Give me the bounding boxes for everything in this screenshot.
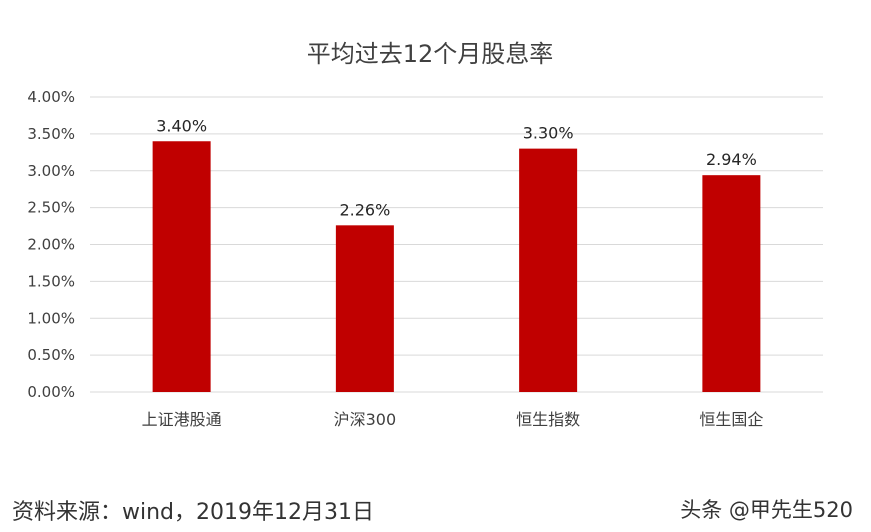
data-label: 3.30% bbox=[523, 124, 574, 143]
gridlines bbox=[90, 96, 823, 393]
source-note: 资料来源：wind，2019年12月31日 bbox=[12, 500, 374, 525]
watermark: 头条 @甲先生520 bbox=[680, 498, 853, 522]
data-label: 2.26% bbox=[339, 200, 390, 219]
y-tick-label: 1.00% bbox=[27, 309, 75, 327]
y-axis: 0.00% 0.50% 1.00% 1.50% 2.00% 2.50% 3.00% 3.50%… bbox=[27, 88, 75, 401]
y-tick-label: 2.00% bbox=[27, 236, 75, 254]
y-tick-label: 3.50% bbox=[27, 125, 75, 143]
y-tick-label: 2.50% bbox=[27, 199, 75, 217]
x-category-label: 上证港股通 bbox=[142, 410, 222, 429]
x-category-label: 恒生指数 bbox=[516, 410, 580, 429]
y-tick-label: 0.00% bbox=[27, 383, 75, 401]
y-tick-label: 0.50% bbox=[27, 346, 75, 364]
bars: 3.40% 2.26% 3.30% 2.94% bbox=[152, 116, 761, 392]
x-axis: 上证港股通 沪深300 恒生指数 恒生国企 bbox=[142, 410, 764, 429]
data-label: 3.40% bbox=[156, 116, 207, 135]
bar bbox=[335, 225, 394, 392]
y-tick-label: 4.00% bbox=[27, 88, 75, 106]
bar bbox=[152, 141, 211, 392]
bar bbox=[519, 148, 578, 392]
bar-chart: 平均过去12个月股息率 0.00% 0.50% 1.00% 1.50% 2.00% 2.5… bbox=[27, 40, 823, 429]
x-category-label: 沪深300 bbox=[334, 410, 397, 429]
y-tick-label: 1.50% bbox=[27, 272, 75, 290]
y-tick-label: 3.00% bbox=[27, 162, 75, 180]
chart-title: 平均过去12个月股息率 bbox=[307, 40, 554, 68]
x-category-label: 恒生国企 bbox=[699, 410, 763, 429]
data-label: 2.94% bbox=[706, 150, 757, 169]
bar bbox=[702, 175, 761, 392]
